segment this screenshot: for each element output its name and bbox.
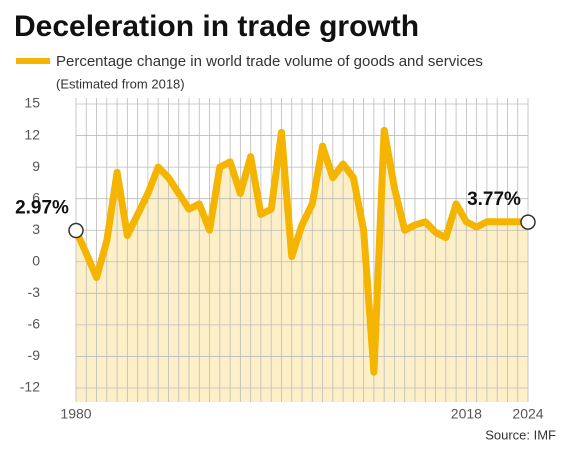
end-marker bbox=[520, 214, 536, 230]
y-tick-label: 9 bbox=[32, 158, 40, 174]
y-tick-label: 6 bbox=[32, 189, 40, 205]
y-tick-label: -9 bbox=[28, 347, 41, 363]
annotation: 2.97% bbox=[15, 198, 69, 219]
source: Source: IMF bbox=[485, 427, 556, 442]
y-tick-label: -6 bbox=[28, 316, 41, 332]
x-tick-label: 2018 bbox=[451, 406, 482, 422]
line bbox=[72, 126, 529, 376]
y-tick-label: 12 bbox=[24, 126, 40, 142]
y-tick-label: -12 bbox=[20, 379, 40, 395]
y-tick-label: 0 bbox=[32, 252, 40, 268]
plot: -12 -9 -6 -3 0 3 6 9 12 15 1980 2018 2024 2.97% 3.77% bbox=[15, 95, 544, 422]
chart-title: Deceleration in trade growth bbox=[14, 10, 419, 43]
legend-label: Percentage change in world trade volume … bbox=[56, 53, 483, 70]
end-marker bbox=[68, 222, 84, 239]
x-tick-label: 2024 bbox=[512, 406, 543, 422]
y-tick-label: 3 bbox=[32, 221, 40, 237]
subtitle: (Estimated from 2018) bbox=[56, 76, 185, 91]
y-tick-label: -3 bbox=[28, 284, 41, 300]
y-tick-label: 15 bbox=[24, 95, 40, 111]
annotation: 3.77% bbox=[467, 189, 521, 210]
x-tick-label: 1980 bbox=[60, 406, 91, 422]
legend-swatch bbox=[16, 58, 50, 64]
